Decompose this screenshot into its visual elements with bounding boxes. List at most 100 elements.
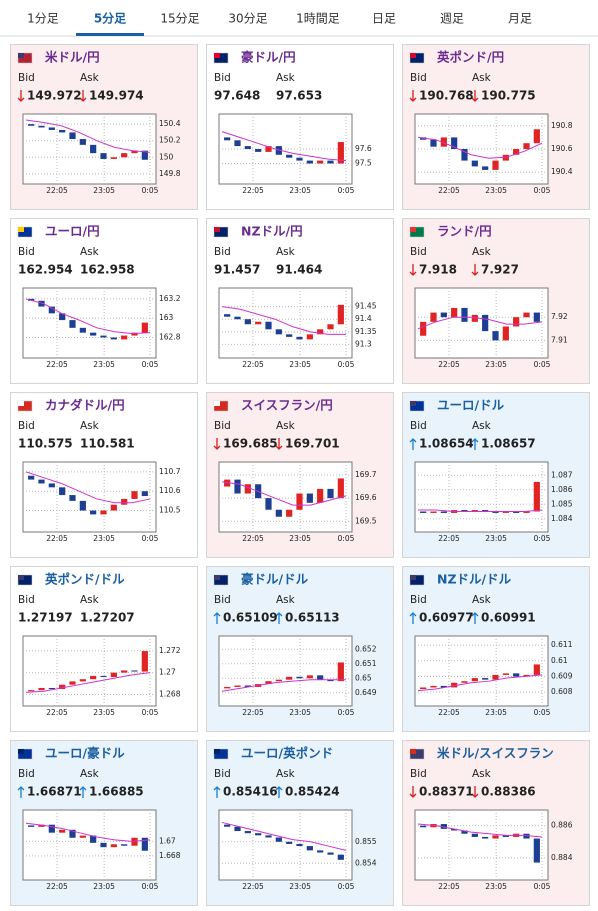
tab[interactable]: 30分足 [228, 12, 267, 26]
y-tick-label: 110.7 [159, 467, 181, 476]
candle [79, 679, 86, 682]
pair-title[interactable]: NZドル/円 [241, 224, 303, 239]
chart-frame [218, 287, 353, 359]
x-tick-label: 0:05 [338, 708, 355, 717]
moving-average [221, 821, 347, 851]
ask-label: Ask [80, 420, 100, 432]
candle [110, 844, 117, 848]
pair-title[interactable]: 英ポンド/ドル [45, 572, 125, 587]
candle [523, 143, 530, 149]
candle [265, 498, 272, 510]
candle [420, 687, 427, 690]
pair-title[interactable]: ランド/円 [437, 224, 492, 239]
tab[interactable]: 週足 [440, 12, 464, 26]
candle [502, 154, 509, 161]
x-tick-label: 0:05 [534, 360, 551, 369]
y-tick-label: 163.2 [159, 294, 181, 303]
candle [317, 160, 324, 164]
candle [141, 150, 148, 160]
candle [131, 150, 138, 154]
y-tick-label: 91.4 [355, 314, 372, 323]
pair-title[interactable]: NZドル/ドル [437, 572, 512, 587]
candle [59, 829, 66, 833]
tab[interactable]: 5分足 [94, 11, 126, 26]
y-tick-label: 0.609 [551, 671, 573, 680]
ask-label: Ask [472, 72, 492, 84]
candle [533, 129, 540, 144]
pair-title[interactable]: ユーロ/ドル [437, 398, 505, 413]
y-tick-label: 149.8 [159, 169, 181, 178]
bid-value: 149.972 [27, 89, 82, 103]
pair-title[interactable]: スイスフラン/円 [241, 398, 333, 413]
candle [69, 681, 76, 685]
x-tick-label: 22:05 [242, 882, 264, 891]
x-tick-label: 23:05 [485, 534, 507, 543]
pair-title[interactable]: 豪ドル/円 [241, 50, 296, 65]
candle [131, 670, 138, 672]
candle [265, 835, 272, 838]
trend-arrow [275, 786, 283, 798]
x-tick-label: 0:05 [534, 708, 551, 717]
candle [275, 329, 282, 335]
pair-title[interactable]: ユーロ/円 [45, 224, 100, 239]
pair-title[interactable]: カナダドル/円 [45, 398, 125, 413]
candle [234, 826, 241, 832]
pair-title[interactable]: 米ドル/スイスフラン [436, 746, 554, 761]
pair-title[interactable]: 豪ドル/ドル [241, 572, 309, 587]
pair-title[interactable]: 英ポンド/円 [437, 50, 504, 65]
tab[interactable]: 日足 [372, 12, 396, 26]
candle [461, 149, 468, 161]
trend-arrow [17, 90, 25, 102]
bid-label: Bid [214, 246, 231, 258]
candle [244, 146, 251, 149]
ask-label: Ask [80, 72, 100, 84]
tab[interactable]: 1分足 [27, 12, 59, 26]
ask-label: Ask [276, 420, 296, 432]
candle [131, 837, 138, 846]
y-tick-label: 7.92 [551, 312, 568, 321]
ask-label: Ask [276, 246, 296, 258]
candle [502, 673, 509, 675]
x-tick-label: 0:05 [338, 360, 355, 369]
tab[interactable]: 月足 [508, 12, 532, 26]
tab[interactable]: 15分足 [160, 12, 199, 26]
pair-title[interactable]: 米ドル/円 [44, 50, 100, 65]
tab[interactable]: 1時間足 [296, 12, 340, 26]
candle [296, 157, 303, 161]
candle [275, 837, 282, 842]
candle [492, 835, 499, 839]
candle [317, 850, 324, 853]
y-tick-label: 0.855 [355, 837, 377, 846]
candle [533, 664, 540, 675]
candle [296, 493, 303, 510]
flag [410, 749, 416, 754]
candle [471, 678, 478, 682]
flag [18, 227, 24, 232]
flag [410, 401, 416, 406]
y-tick-label: 1.272 [159, 646, 181, 655]
candle [59, 684, 66, 690]
candle [69, 132, 76, 140]
y-tick-label: 1.087 [551, 470, 573, 479]
x-tick-label: 23:05 [485, 360, 507, 369]
y-tick-label: 0.611 [551, 640, 573, 649]
candle [286, 509, 293, 517]
tab-underline [76, 33, 144, 36]
trend-arrow [409, 90, 417, 102]
pair-title[interactable]: ユーロ/英ポンド [241, 746, 333, 761]
bid-label: Bid [410, 246, 427, 258]
y-tick-label: 169.5 [355, 516, 377, 525]
bid-value: 97.648 [214, 89, 260, 103]
x-tick-label: 22:05 [438, 186, 460, 195]
y-tick-label: 190.4 [551, 167, 573, 176]
candle [224, 314, 231, 317]
flag [410, 575, 416, 580]
x-tick-label: 0:05 [142, 882, 159, 891]
y-tick-label: 91.3 [355, 339, 372, 348]
candle [38, 300, 45, 307]
pair-title[interactable]: ユーロ/豪ドル [45, 746, 125, 761]
x-tick-label: 23:05 [93, 534, 115, 543]
ask-value: 0.85424 [285, 785, 340, 799]
y-tick-label: 91.35 [355, 327, 377, 336]
candle [533, 481, 540, 512]
